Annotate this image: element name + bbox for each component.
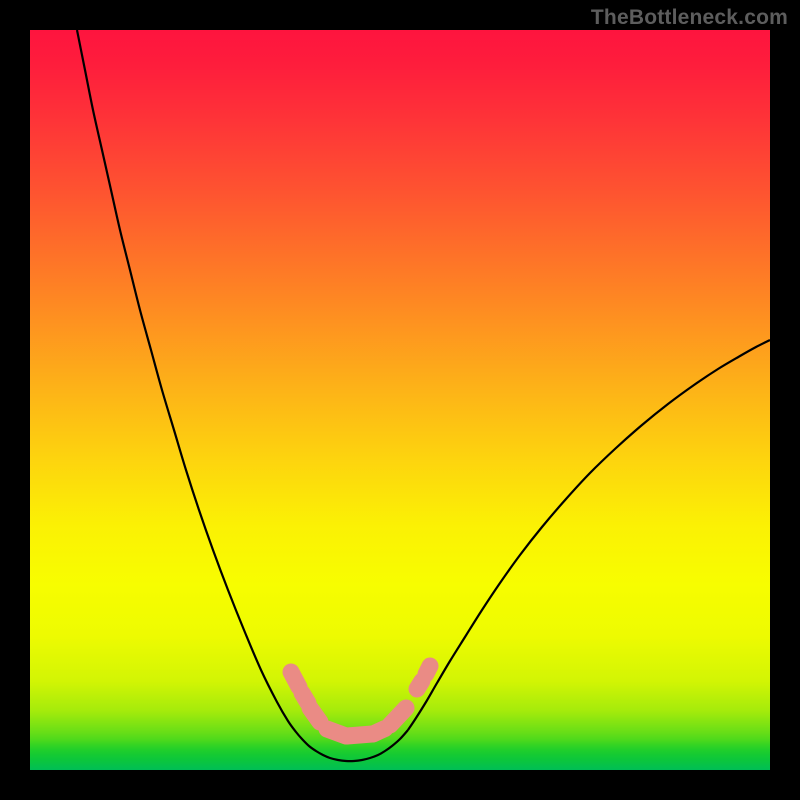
marker-segment: [291, 672, 299, 687]
marker-segment: [426, 666, 430, 674]
marker-segment: [310, 708, 320, 722]
markers-group: [291, 666, 430, 736]
plot-area: [30, 30, 770, 770]
curves-layer: [30, 30, 770, 770]
marker-segment: [417, 681, 422, 689]
chart-frame: TheBottleneck.com: [0, 0, 800, 800]
marker-segment: [390, 708, 406, 725]
curve-right: [408, 340, 770, 730]
watermark-label: TheBottleneck.com: [591, 6, 788, 30]
curve-left: [77, 30, 408, 761]
